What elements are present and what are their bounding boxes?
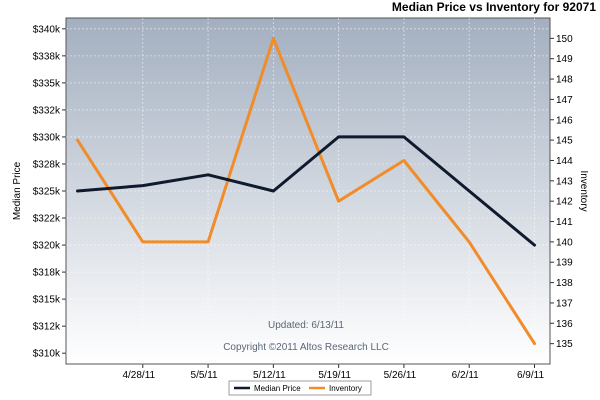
x-tick-label: 5/19/11: [318, 370, 351, 381]
y2-tick-label: 143: [556, 176, 573, 187]
y-tick-label: $335k: [33, 78, 61, 89]
y2-tick-label: 141: [556, 217, 573, 228]
y-tick-label: $312k: [33, 322, 61, 333]
y2-tick-label: 142: [556, 197, 573, 208]
series-line-median-price: [76, 135, 536, 247]
y2-tick-label: 148: [556, 75, 573, 86]
x-tick-label: 5/5/11: [191, 370, 218, 381]
y2-tick-label: 140: [556, 237, 573, 248]
y-tick-label: $318k: [33, 268, 61, 279]
y-tick-label: $338k: [33, 51, 61, 62]
chart-title: Median Price vs Inventory for 92071: [392, 0, 596, 14]
x-tick-label: 5/26/11: [384, 370, 417, 381]
y-tick-label: $320k: [33, 241, 61, 252]
y2-tick-label: 150: [556, 34, 573, 45]
y-tick-label: $310k: [33, 349, 61, 360]
x-axis-ticks: 4/28/11 5/5/11 5/12/11 5/19/11 5/26/11 6/2/11…: [122, 364, 544, 381]
y2-tick-label: 144: [556, 156, 573, 167]
y-tick-label: $322k: [33, 214, 61, 225]
y2-tick-label: 149: [556, 54, 573, 65]
legend-label-median-price: Median Price: [254, 384, 301, 393]
legend-label-inventory: Inventory: [329, 384, 362, 393]
y2-tick-label: 139: [556, 258, 573, 269]
legend: Median Price Inventory: [228, 380, 372, 396]
grid-lines: [66, 18, 550, 364]
y2-tick-label: 145: [556, 136, 573, 147]
series-line-inventory: [76, 36, 536, 346]
right-axis-ticks: 135 136 137 138 139 140 141 142 143 144 145 146 147 1…: [550, 34, 573, 350]
x-tick-label: 6/2/11: [452, 370, 479, 381]
y2-tick-label: 137: [556, 298, 573, 309]
x-tick-label: 6/9/11: [517, 370, 544, 381]
y2-tick-label: 147: [556, 95, 573, 106]
y2-tick-label: 136: [556, 319, 573, 330]
copyright-annotation: Copyright ©2011 Altos Research LLC: [223, 342, 389, 353]
x-tick-label: 5/12/11: [253, 370, 286, 381]
y-tick-label: $330k: [33, 132, 61, 143]
left-axis-ticks: $310k $312k $315k $318k $320k $322k $325k $328k…: [33, 24, 66, 360]
y2-axis-label: Inventory: [578, 170, 589, 211]
legend-box: [228, 380, 372, 396]
y-tick-label: $325k: [33, 187, 61, 198]
y-tick-label: $332k: [33, 105, 61, 116]
y-tick-label: $340k: [33, 24, 61, 35]
y-tick-label: $315k: [33, 295, 61, 306]
updated-annotation: Updated: 6/13/11: [268, 320, 344, 331]
y2-tick-label: 135: [556, 339, 573, 350]
x-tick-label: 4/28/11: [122, 370, 155, 381]
y-axis-label: Median Price: [12, 161, 23, 220]
series-lines: [76, 36, 536, 346]
y2-tick-label: 138: [556, 278, 573, 289]
y2-tick-label: 146: [556, 115, 573, 126]
y-tick-label: $328k: [33, 159, 61, 170]
